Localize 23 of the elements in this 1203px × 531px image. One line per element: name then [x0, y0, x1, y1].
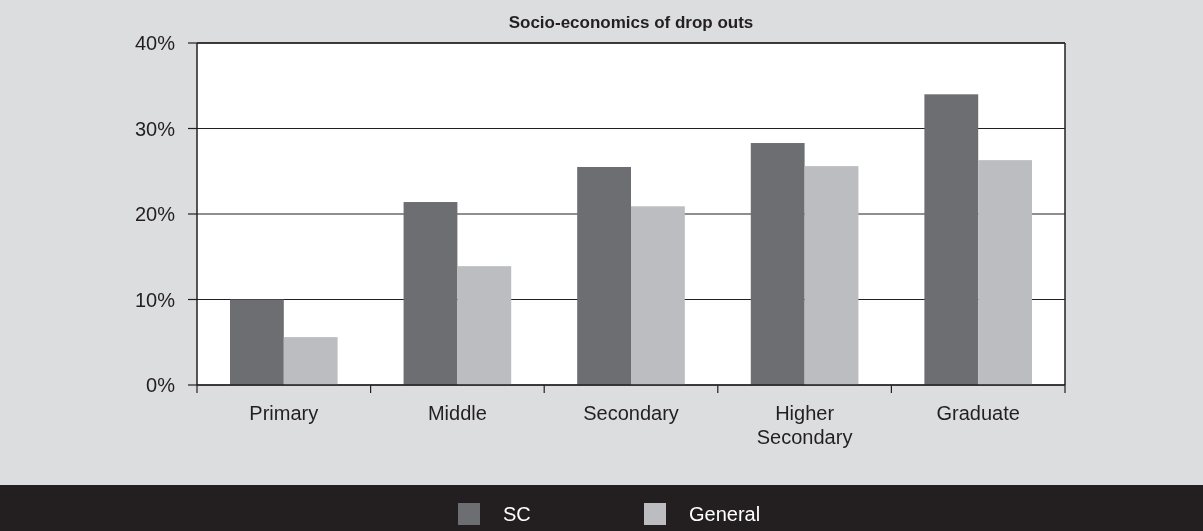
- y-tick-label: 20%: [134, 203, 176, 225]
- bar: [804, 166, 859, 385]
- bar: [229, 299, 284, 385]
- bar: [924, 94, 979, 385]
- y-tick-label: 30%: [134, 117, 176, 140]
- x-tick-label: Secondary: [583, 402, 679, 424]
- y-tick-label: 40%: [134, 32, 176, 54]
- x-tick-label: Primary: [249, 402, 319, 424]
- legend-label: General: [689, 503, 761, 525]
- bar: [631, 206, 685, 385]
- legend-label: SC: [503, 503, 531, 525]
- bar: [750, 143, 805, 385]
- x-tick-label: Graduate: [936, 402, 1020, 424]
- bar: [403, 202, 458, 385]
- x-tick-label: Middle: [427, 402, 487, 424]
- bar: [577, 166, 631, 385]
- bar: [978, 160, 1033, 385]
- chart-title: Socio-economics of drop outs: [508, 13, 754, 32]
- y-tick-label: 10%: [134, 288, 176, 311]
- bar: [283, 337, 338, 385]
- bar: [457, 266, 512, 385]
- x-tick-label: Higher Secondary: [756, 402, 853, 448]
- y-tick-label: 0%: [146, 374, 176, 396]
